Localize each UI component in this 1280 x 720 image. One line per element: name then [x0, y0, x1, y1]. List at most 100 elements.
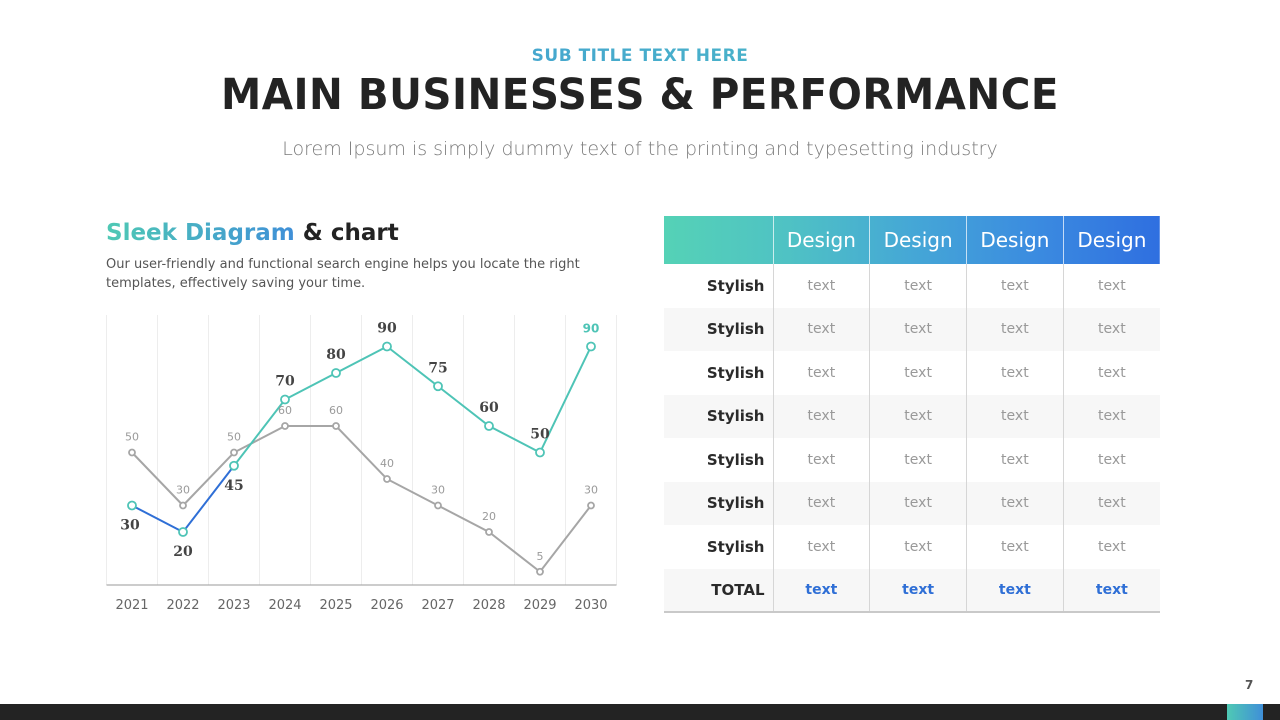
data-label: 70 — [275, 374, 295, 390]
data-label: 60 — [278, 404, 292, 417]
table-header-corner — [664, 216, 773, 264]
table-cell: text — [966, 525, 1064, 569]
table-row: Stylish text text text text — [664, 438, 1160, 482]
x-tick-label: 2027 — [421, 598, 454, 613]
total-cell: text — [869, 568, 967, 613]
data-point — [179, 501, 187, 510]
data-point — [178, 527, 188, 537]
footer-bar — [0, 704, 1280, 720]
data-label: 20 — [173, 544, 193, 560]
data-point — [587, 501, 595, 510]
x-tick-label: 2030 — [574, 598, 607, 613]
data-label: 45 — [224, 478, 243, 494]
table-cell: text — [1062, 525, 1160, 569]
x-tick-label: 2028 — [472, 598, 505, 613]
table-cell: text — [772, 481, 870, 525]
data-point — [382, 341, 392, 352]
data-label: 80 — [326, 347, 346, 363]
footer-accent — [1227, 704, 1263, 720]
total-cell: text — [966, 568, 1064, 613]
table-cell: text — [869, 438, 967, 482]
page-title: MAIN BUSINESSES & PERFORMANCE — [221, 70, 1059, 120]
table-row: Stylish text text text text — [664, 481, 1160, 525]
data-point — [586, 341, 596, 352]
total-label: TOTAL — [664, 568, 773, 613]
data-point — [433, 381, 443, 392]
row-label: Stylish — [706, 276, 765, 295]
data-point — [485, 528, 493, 536]
section-title-highlight: Sleek Diagram — [106, 220, 295, 246]
x-tick-label: 2025 — [319, 598, 352, 613]
table-cell: text — [966, 351, 1064, 395]
data-label: 60 — [479, 400, 499, 416]
page-number: 7 — [1245, 678, 1254, 692]
table-cell: text — [1062, 438, 1160, 482]
data-point — [229, 460, 239, 471]
table-header-cell: Design — [869, 216, 967, 264]
tagline: Lorem Ipsum is simply dummy text of the … — [282, 138, 998, 160]
data-label: 90 — [377, 321, 397, 337]
data-point — [383, 475, 391, 483]
data-label: 60 — [329, 404, 343, 417]
table-cell: text — [869, 351, 967, 395]
data-point — [434, 501, 442, 510]
table-row: Stylish text text text text — [664, 307, 1160, 351]
table-row: Stylish text text text text — [664, 525, 1160, 569]
x-tick-label: 2024 — [268, 598, 301, 613]
table-cell: text — [869, 264, 967, 308]
table-cell: text — [869, 481, 967, 525]
x-tick-label: 2022 — [166, 598, 199, 613]
data-label: 50 — [227, 431, 241, 444]
data-point — [331, 368, 341, 378]
table-cell: text — [1062, 307, 1160, 351]
row-label: Stylish — [706, 537, 765, 556]
data-label: 30 — [431, 484, 445, 497]
line-chart: 2021 2022 2023 2024 2025 2026 2027 2028 2029 2030… — [106, 315, 617, 613]
table-cell: text — [772, 394, 870, 438]
row-label: Stylish — [664, 481, 773, 525]
series-line — [233, 345, 592, 467]
table-cell: text — [966, 307, 1064, 351]
x-tick-label: 2026 — [370, 598, 403, 613]
table-row: Stylish text text text text — [664, 394, 1160, 438]
table-cell: text — [772, 351, 870, 395]
total-cell: text — [772, 568, 870, 613]
table-row: Stylish text text text text — [664, 264, 1160, 308]
data-point — [332, 422, 340, 430]
table-cell: text — [772, 307, 870, 351]
data-point — [280, 394, 290, 405]
data-point — [127, 500, 137, 511]
table-header-row: Design Design Design Design — [664, 216, 1160, 264]
table-cell: text — [966, 481, 1064, 525]
table-cell: text — [966, 264, 1064, 308]
series-line — [131, 425, 592, 574]
table-cell: text — [772, 264, 870, 308]
table-cell: text — [869, 525, 967, 569]
x-tick-label: 2021 — [115, 598, 148, 613]
data-point — [230, 448, 238, 457]
table-row: Stylish text text text text — [664, 351, 1160, 395]
table-cell: text — [869, 394, 967, 438]
table-header-cell: Design — [772, 216, 870, 264]
series-line — [131, 465, 235, 534]
data-label: 50 — [125, 431, 139, 444]
table-cell: text — [966, 438, 1064, 482]
table-cell: text — [772, 525, 870, 569]
row-label: Stylish — [706, 450, 765, 469]
data-label: 50 — [530, 427, 550, 443]
data-label: 5 — [537, 550, 544, 563]
x-tick-label: 2023 — [217, 598, 250, 613]
row-label: Stylish — [664, 307, 773, 351]
data-label: 30 — [176, 484, 190, 497]
section-title: Sleek Diagram & chart — [106, 220, 399, 246]
data-point — [484, 421, 494, 431]
table-cell: text — [869, 307, 967, 351]
data-label: 30 — [584, 484, 598, 497]
data-label: 30 — [120, 518, 140, 534]
section-title-rest: & chart — [294, 220, 399, 246]
table-header-cell: Design — [966, 216, 1064, 264]
data-point — [128, 448, 136, 457]
data-point — [536, 567, 544, 576]
data-point — [281, 422, 289, 430]
table-total-row: TOTAL text text text text — [664, 568, 1160, 613]
